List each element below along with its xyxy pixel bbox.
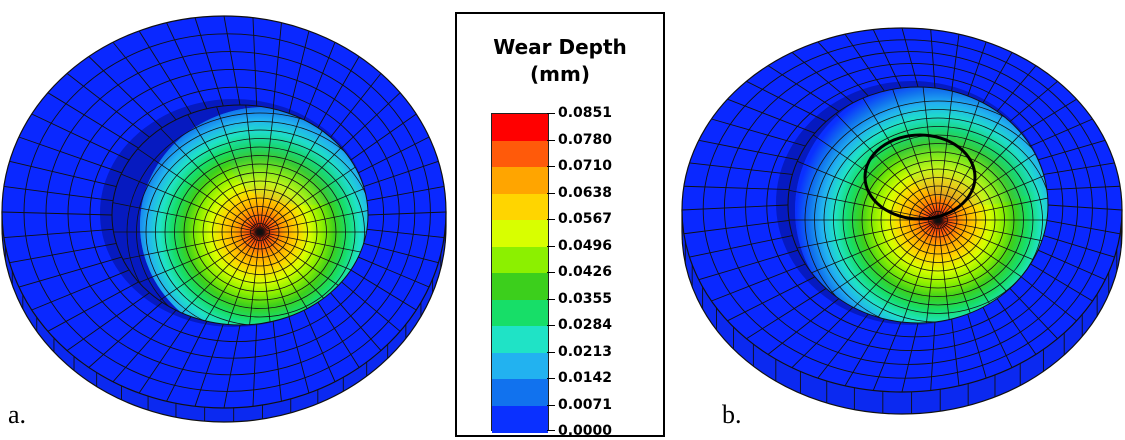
legend-swatch: [492, 379, 548, 407]
legend-swatch: [492, 405, 548, 433]
legend-tick: [547, 325, 555, 326]
highlight-ring: [863, 133, 977, 221]
legend-swatch: [492, 352, 548, 380]
legend-value-label: 0.0000: [558, 423, 613, 439]
legend-value-label: 0.0142: [558, 370, 613, 386]
side-mesh: [1, 220, 446, 422]
legend-tick: [547, 298, 555, 300]
legend-value-label: 0.0780: [558, 131, 613, 148]
legend-tick: [547, 378, 555, 379]
legend-value-label: 0.0710: [558, 158, 613, 174]
legend-tick: [547, 219, 555, 220]
legend-swatch: [492, 273, 548, 301]
legend-value-label: 0.0213: [558, 343, 613, 360]
color-legend: Wear Depth (mm) 0.0851 0.0780 0.0710 0.0638…: [455, 12, 665, 439]
legend-swatch: [492, 220, 548, 248]
legend-tick: [547, 113, 555, 114]
legend-swatch: [492, 193, 548, 221]
rim-mesh: [1, 15, 447, 409]
legend-value-label: 0.0071: [558, 396, 613, 413]
panel-a-label: a.: [8, 400, 27, 429]
legend-title-line2: (mm): [530, 62, 590, 86]
wear-contour-plot-b: [681, 27, 1123, 415]
legend-value-label: 0.0496: [558, 237, 613, 254]
legend-swatch: [492, 299, 548, 327]
panel-b-label: b.: [722, 400, 742, 429]
panel-b-wear-contour: b.: [680, 0, 1125, 440]
side-mesh: [681, 217, 1122, 414]
wear-contour-plot-a: [1, 15, 447, 423]
legend-value-label: 0.0284: [558, 317, 613, 333]
legend-tick: [547, 245, 555, 247]
legend-swatch: [492, 326, 548, 354]
legend-tick: [547, 404, 555, 406]
legend-value-label: 0.0355: [558, 290, 613, 307]
rim-mesh: [681, 27, 1123, 393]
legend-value-label: 0.0567: [558, 211, 613, 227]
legend-title: Wear Depth (mm): [457, 34, 663, 88]
legend-tick: [547, 192, 555, 194]
legend-value-label: 0.0426: [558, 264, 613, 280]
legend-tick: [547, 272, 555, 273]
legend-value-label: 0.0851: [558, 105, 613, 121]
panel-a-wear-contour: a.: [0, 0, 450, 440]
legend-color-bar: [491, 113, 549, 433]
legend-tick: [547, 430, 555, 431]
legend-swatch: [492, 167, 548, 195]
legend-tick: [547, 166, 555, 167]
legend-swatch: [492, 140, 548, 168]
legend-title-line1: Wear Depth: [493, 35, 627, 59]
legend-swatch: [492, 114, 548, 142]
legend-tick: [547, 351, 555, 353]
legend-value-label: 0.0638: [558, 184, 613, 201]
legend-tick: [547, 139, 555, 141]
legend-swatch: [492, 246, 548, 274]
